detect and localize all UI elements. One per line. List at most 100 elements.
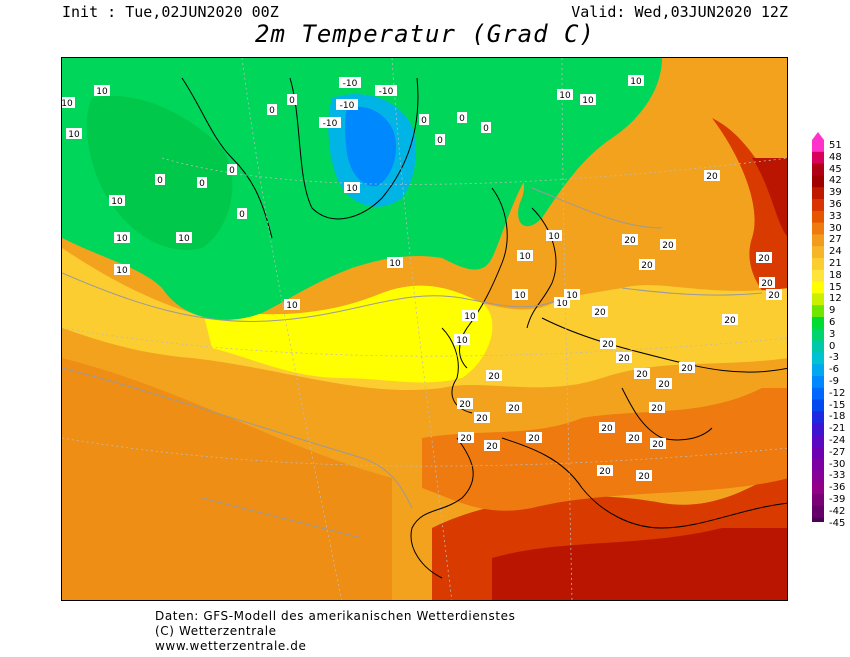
svg-text:20: 20 bbox=[768, 291, 780, 301]
legend-swatch bbox=[812, 399, 824, 412]
legend-label: -30 bbox=[829, 458, 846, 470]
svg-text:10: 10 bbox=[96, 87, 108, 97]
svg-text:0: 0 bbox=[199, 179, 205, 189]
legend-swatch bbox=[812, 482, 824, 495]
svg-text:-10: -10 bbox=[379, 87, 394, 97]
isotherm-label: 10 bbox=[517, 250, 533, 262]
svg-text:0: 0 bbox=[437, 136, 443, 146]
isotherm-label: 20 bbox=[592, 306, 608, 318]
legend-label: -12 bbox=[829, 387, 846, 399]
isotherm-label: 10 bbox=[284, 299, 300, 311]
legend-swatch bbox=[812, 234, 824, 247]
legend-label: 21 bbox=[829, 258, 842, 269]
isotherm-label: -10 bbox=[375, 85, 397, 97]
cool-yellow-zone bbox=[202, 285, 493, 383]
isotherm-label: -10 bbox=[339, 77, 361, 89]
init-time: Init : Tue,02JUN2020 00Z bbox=[62, 3, 279, 21]
isotherm-label: 20 bbox=[458, 432, 474, 444]
isotherm-label: 0 bbox=[237, 208, 247, 220]
isotherm-label: 10 bbox=[114, 232, 130, 244]
legend-label: 33 bbox=[829, 210, 842, 222]
isotherm-label: 20 bbox=[766, 289, 782, 301]
isotherm-label: 10 bbox=[94, 85, 110, 97]
legend-swatch bbox=[812, 364, 824, 377]
legend-swatch bbox=[812, 352, 824, 365]
isotherm-label: 20 bbox=[656, 378, 672, 390]
svg-text:0: 0 bbox=[483, 124, 489, 134]
greenland-coldest-zone bbox=[345, 106, 397, 187]
isotherm-label: 20 bbox=[506, 402, 522, 414]
isotherm-label: 20 bbox=[660, 239, 676, 251]
svg-text:10: 10 bbox=[116, 266, 128, 276]
footer-credits: Daten: GFS-Modell des amerikanischen Wet… bbox=[155, 609, 516, 654]
legend-swatch bbox=[812, 246, 824, 259]
svg-text:20: 20 bbox=[638, 472, 650, 482]
legend-label: 51 bbox=[829, 140, 842, 151]
isotherm-label: 20 bbox=[600, 338, 616, 350]
legend-label: 27 bbox=[829, 234, 842, 246]
legend-swatch bbox=[812, 517, 824, 522]
east-hot-zone bbox=[712, 118, 787, 317]
legend-label: -42 bbox=[829, 505, 846, 517]
svg-text:-10: -10 bbox=[343, 79, 358, 89]
valid-time: Valid: Wed,03JUN2020 12Z bbox=[571, 3, 788, 21]
isotherm-label: 20 bbox=[597, 465, 613, 477]
svg-text:20: 20 bbox=[706, 172, 718, 182]
svg-text:20: 20 bbox=[618, 354, 630, 364]
svg-text:10: 10 bbox=[286, 301, 298, 311]
svg-text:10: 10 bbox=[630, 77, 642, 87]
svg-text:0: 0 bbox=[459, 114, 465, 124]
isotherm-label: 20 bbox=[639, 259, 655, 271]
svg-text:20: 20 bbox=[594, 308, 606, 318]
isotherm-label: 20 bbox=[649, 402, 665, 414]
isotherm-label: 10 bbox=[557, 89, 573, 101]
svg-text:20: 20 bbox=[636, 370, 648, 380]
legend-label: 6 bbox=[829, 317, 836, 328]
legend-top-arrow bbox=[812, 132, 824, 140]
isotherm-label: 10 bbox=[580, 94, 596, 106]
isotherm-label: 20 bbox=[759, 277, 775, 289]
isotherm-label: -10 bbox=[336, 99, 358, 111]
legend-swatch bbox=[812, 423, 824, 436]
svg-text:0: 0 bbox=[269, 106, 275, 116]
svg-text:20: 20 bbox=[628, 434, 640, 444]
svg-text:20: 20 bbox=[476, 414, 488, 424]
legend-label: -24 bbox=[829, 435, 846, 446]
svg-text:0: 0 bbox=[421, 116, 427, 126]
svg-text:10: 10 bbox=[548, 232, 560, 242]
isotherm-label: 20 bbox=[636, 470, 652, 482]
isotherm-label: 20 bbox=[484, 440, 500, 452]
legend-label: 30 bbox=[829, 222, 842, 234]
svg-text:20: 20 bbox=[652, 440, 664, 450]
arctic-green-zone bbox=[442, 58, 662, 227]
legend-label: 3 bbox=[829, 328, 836, 340]
legend-swatch bbox=[812, 328, 824, 342]
legend-swatch bbox=[812, 305, 824, 318]
legend-label: -33 bbox=[829, 470, 846, 482]
svg-text:10: 10 bbox=[464, 312, 476, 322]
svg-text:20: 20 bbox=[681, 364, 693, 374]
isotherm-label: 0 bbox=[227, 164, 237, 176]
isotherm-label: 20 bbox=[679, 362, 695, 374]
africa-hottest-zone bbox=[492, 528, 787, 600]
isotherm-label: 20 bbox=[634, 368, 650, 380]
website-line: www.wetterzentrale.de bbox=[155, 639, 307, 653]
atlantic-warm-zone bbox=[62, 358, 392, 600]
isotherm-label: -10 bbox=[319, 117, 341, 129]
isotherm-label: 20 bbox=[704, 170, 720, 182]
isotherm-label: 10 bbox=[454, 334, 470, 346]
svg-text:10: 10 bbox=[68, 130, 80, 140]
isotherm-label: 10 bbox=[114, 264, 130, 276]
legend-swatch bbox=[812, 187, 824, 200]
isotherm-label: 0 bbox=[155, 174, 165, 186]
isotherm-label: 20 bbox=[486, 370, 502, 382]
legend-label: 45 bbox=[829, 163, 842, 175]
svg-text:10: 10 bbox=[556, 299, 568, 309]
svg-text:10: 10 bbox=[559, 91, 571, 101]
legend-swatch bbox=[812, 435, 824, 448]
legend-swatch bbox=[812, 411, 824, 424]
isotherm-label: 10 bbox=[564, 289, 580, 301]
legend-swatch bbox=[812, 151, 824, 165]
legend-swatch bbox=[812, 175, 824, 188]
isotherm-label: 10 bbox=[546, 230, 562, 242]
